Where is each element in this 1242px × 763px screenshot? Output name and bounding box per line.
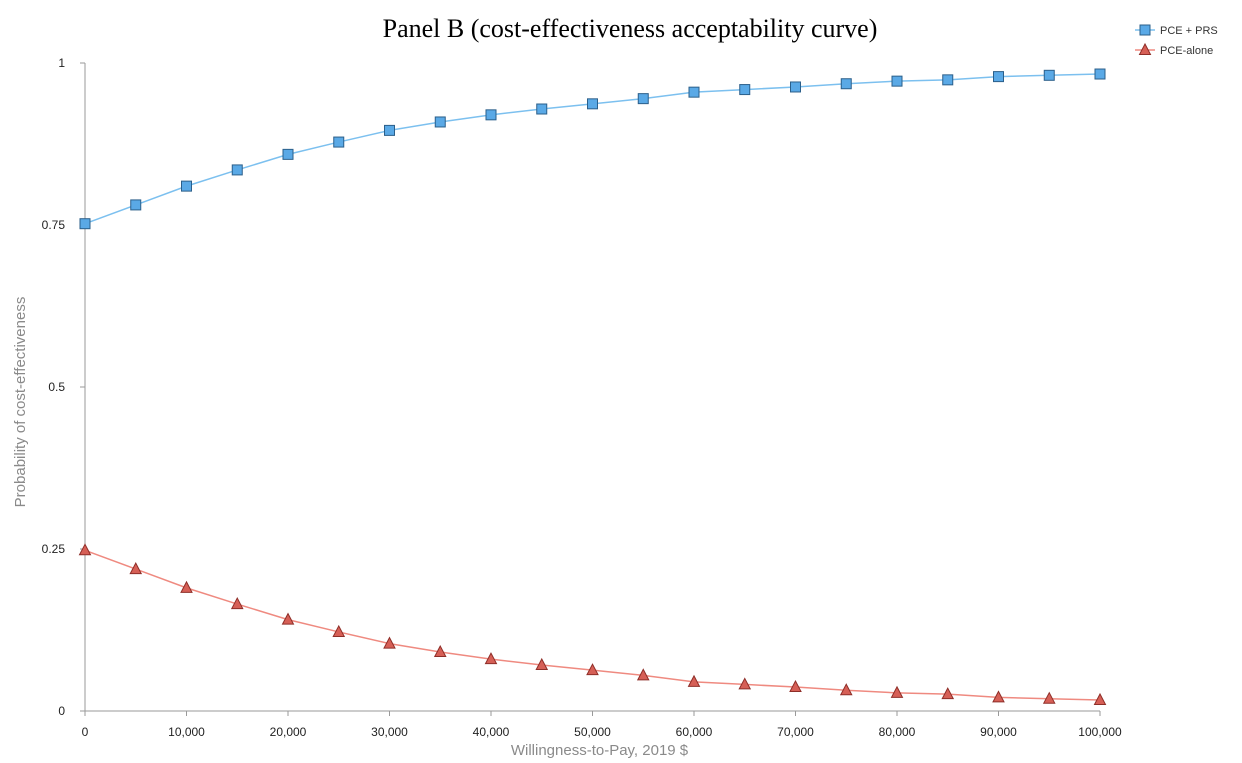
series-1-point [790, 81, 801, 93]
series-2-point [180, 580, 193, 593]
y-tick-label: 1 [58, 56, 65, 70]
series-1-point [993, 71, 1004, 83]
x-tick-label: 30,000 [371, 725, 408, 739]
series-1-point [231, 164, 243, 176]
series-1-point [181, 180, 192, 192]
series-2-point [281, 612, 295, 625]
series-1-point [688, 86, 700, 98]
series-1-point [485, 109, 497, 121]
x-tick-label: 60,000 [676, 725, 713, 739]
series-2-point [78, 543, 92, 556]
series-2-point [1042, 691, 1056, 704]
series-2-point [383, 636, 396, 649]
series-1-point [587, 98, 598, 110]
series-2-point [890, 685, 904, 698]
series-2-point [1093, 692, 1107, 705]
series-2-point [941, 687, 955, 700]
x-tick-label: 50,000 [574, 725, 611, 739]
legend[interactable]: PCE + PRS PCE-alone [1135, 24, 1218, 57]
series-1-point [1094, 68, 1106, 80]
series-1-point [130, 199, 142, 211]
x-tick-label: 90,000 [980, 725, 1017, 739]
series-2-point [992, 690, 1005, 703]
series-2-point [129, 562, 143, 575]
series-1-point [434, 116, 446, 128]
series-1-point [637, 93, 649, 105]
x-tick-label: 100,000 [1078, 725, 1122, 739]
series-2-point [332, 624, 346, 637]
series-line-1 [84, 73, 1101, 225]
x-tick-label: 40,000 [473, 725, 510, 739]
legend-item-2[interactable]: PCE-alone [1135, 42, 1213, 57]
x-tick-label: 80,000 [879, 725, 916, 739]
legend-label: PCE-alone [1160, 45, 1213, 57]
series-1-point [891, 75, 903, 87]
series-2-point [738, 677, 752, 690]
series-1-point [840, 78, 852, 90]
x-axis-label: Willingness-to-Pay, 2019 $ [511, 742, 689, 759]
series-2-point [839, 683, 853, 696]
series-2-point [433, 644, 447, 658]
x-tick-label: 10,000 [168, 725, 205, 739]
y-axis-label: Probability of cost-effectiveness [12, 297, 29, 508]
series-2-point [535, 657, 549, 670]
series-2-point [636, 668, 650, 681]
series-2-point [230, 597, 244, 610]
series-1-point [739, 84, 751, 96]
series-1-point [1043, 69, 1055, 81]
series-1-point [333, 136, 345, 148]
series-1-point [79, 218, 91, 230]
series-1-point [942, 74, 954, 86]
y-tick-label: 0.25 [42, 542, 66, 556]
x-tick-label: 0 [82, 725, 89, 739]
legend-label: PCE + PRS [1160, 25, 1218, 37]
series-1-point [384, 124, 395, 136]
series-1-point [282, 148, 294, 160]
x-tick-label: 70,000 [777, 725, 814, 739]
series-2-point [687, 674, 701, 687]
series-2-point [789, 679, 802, 693]
series-1-point [536, 103, 548, 115]
chart-title: Panel B (cost-effectiveness acceptabilit… [382, 14, 878, 43]
series-2-point [484, 652, 498, 665]
y-tick-label: 0.75 [42, 218, 66, 232]
legend-marker [1139, 24, 1151, 36]
legend-item-1[interactable]: PCE + PRS [1135, 24, 1218, 37]
legend-marker [1138, 42, 1152, 55]
series-line-2 [84, 549, 1101, 701]
series-markers [78, 68, 1107, 705]
x-tick-label: 20,000 [270, 725, 307, 739]
y-tick-label: 0.5 [48, 380, 65, 394]
y-tick-label: 0 [58, 704, 65, 718]
axes: 0 0.25 0.5 0.75 1 0 10,000 20,000 30,000 40,000 50… [42, 56, 1122, 739]
series-2-point [586, 663, 599, 676]
